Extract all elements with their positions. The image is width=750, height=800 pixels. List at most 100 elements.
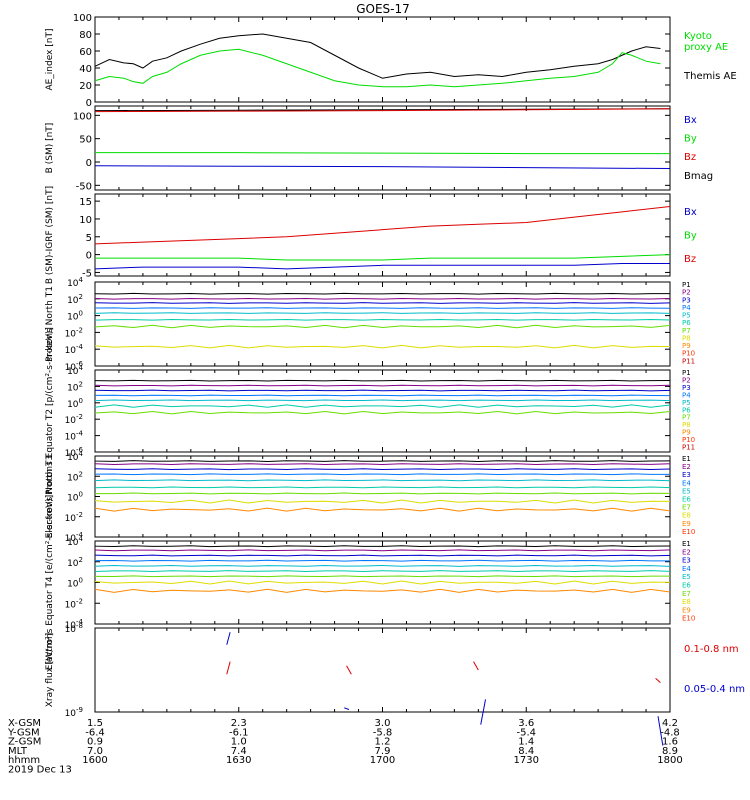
legend-label: Bmag xyxy=(684,171,713,182)
xray-segment xyxy=(655,678,661,683)
ephemeris-value: 7.4 xyxy=(231,746,247,757)
ephemeris-value: 1600 xyxy=(82,755,107,766)
series-line xyxy=(94,468,671,471)
series-line xyxy=(94,479,671,482)
series-line-by xyxy=(95,152,670,155)
legend-label: E1 xyxy=(682,540,691,548)
series-line xyxy=(94,580,671,585)
series-line xyxy=(94,564,671,567)
series-line xyxy=(94,559,671,562)
legend-label: E6 xyxy=(682,496,691,504)
y-axis-label: Electrons Equator T4 [e/(cm²-s-sr-keV)] xyxy=(45,495,55,671)
series-line xyxy=(94,545,671,548)
legend-label: P1 xyxy=(682,369,691,377)
legend-label: P2 xyxy=(682,289,691,297)
series-line xyxy=(94,486,671,489)
panel-frame xyxy=(94,455,671,538)
y-tick-label: 0 xyxy=(86,98,92,109)
ephemeris-value: 1700 xyxy=(370,755,395,766)
series-line xyxy=(94,318,671,321)
y-tick-label: 10-4 xyxy=(65,430,84,443)
xray-segment xyxy=(344,707,350,710)
series-line-by xyxy=(95,254,671,261)
ephemeris-value: -6.1 xyxy=(229,727,249,738)
series-line xyxy=(94,507,671,512)
ephemeris-value: 3.6 xyxy=(518,718,534,729)
y-tick-label: 20 xyxy=(79,81,92,92)
ephemeris-value: -4.8 xyxy=(660,727,680,738)
ephemeris-value: 7.9 xyxy=(375,746,391,757)
legend: Bx By Bz Bmag xyxy=(684,115,713,182)
series-line-bz xyxy=(94,108,671,113)
ephemeris-value: 3.0 xyxy=(375,718,391,729)
y-axis-label: B (SM)-IGRF (SM) [nT] xyxy=(45,186,55,284)
y-tick-label: 10-2 xyxy=(65,326,83,339)
legend-label: E4 xyxy=(682,565,691,573)
legend-label: P9 xyxy=(682,342,691,350)
panel-frame xyxy=(94,16,671,103)
legend-label: P4 xyxy=(682,304,691,312)
y-tick-label: 5 xyxy=(86,233,92,244)
legend: Bx By Bz xyxy=(684,207,697,265)
y-tick-label: 100 xyxy=(67,397,83,410)
series-line xyxy=(94,379,671,382)
y-tick-label: 102 xyxy=(67,380,83,393)
series-line xyxy=(94,575,671,578)
legend-label: P11 xyxy=(682,444,695,452)
y-tick-label: 0 xyxy=(86,251,92,262)
series-line xyxy=(94,570,671,572)
y-tick-label: 50 xyxy=(79,135,92,146)
y-axis-label: Protons Equator T2 [p/(cm²-s-sr-keV)] xyxy=(45,327,55,495)
legend-label: E2 xyxy=(682,463,691,471)
series-line xyxy=(94,302,671,304)
legend-label: P9 xyxy=(682,429,691,437)
ephemeris-row-label: 2019 Dec 13 xyxy=(8,765,72,776)
legend-label: P5 xyxy=(682,312,691,320)
y-tick-label: 100 xyxy=(73,111,92,122)
ephemeris-value: 8.9 xyxy=(662,746,678,757)
legend-label: P8 xyxy=(682,421,691,429)
legend-label: P7 xyxy=(682,327,691,335)
legend-label: E9 xyxy=(682,520,691,528)
series-line-kyoto-proxy-ae xyxy=(94,48,661,88)
series-line xyxy=(94,554,671,557)
y-tick-label: 100 xyxy=(73,13,92,24)
y-tick-label: 102 xyxy=(67,470,83,483)
series-line-bx xyxy=(94,165,671,170)
series-line xyxy=(94,492,671,495)
y-tick-label: 10-9 xyxy=(65,706,83,719)
series-line-bx xyxy=(94,263,670,270)
series-line xyxy=(94,324,671,329)
legend-label: E6 xyxy=(682,582,691,590)
legend-label: P8 xyxy=(682,334,691,342)
y-tick-label: 100 xyxy=(67,577,83,590)
series-line-themis-ae xyxy=(94,33,661,79)
ephemeris-row-label: Y-GSM xyxy=(7,727,40,738)
y-tick-label: -5 xyxy=(82,268,92,279)
figure-title: GOES-17 xyxy=(356,2,410,16)
legend-label: By xyxy=(684,133,697,144)
ephemeris-value: -5.8 xyxy=(373,727,393,738)
panel-2: -50 0 50 100 B (SM) [nT] Bx By Bz Bmag xyxy=(45,105,713,192)
ephemeris-row-label: hhmm xyxy=(8,755,40,766)
legend-label: By xyxy=(684,231,697,242)
ephemeris-row-label: X-GSM xyxy=(8,718,41,729)
series-line xyxy=(94,410,671,415)
xray-segment xyxy=(346,665,352,675)
ephemeris-value: 4.2 xyxy=(662,718,678,729)
ephemeris-value: 1.5 xyxy=(87,718,103,729)
ephemeris-value: 1.6 xyxy=(662,737,678,748)
legend-label: E5 xyxy=(682,573,691,581)
series-line xyxy=(94,404,671,408)
xray-segment xyxy=(480,699,487,725)
legend-label: E4 xyxy=(682,479,691,487)
ephemeris-value: 0.9 xyxy=(87,737,103,748)
ephemeris-value: 1.0 xyxy=(231,737,247,748)
legend-label: P3 xyxy=(682,296,691,304)
